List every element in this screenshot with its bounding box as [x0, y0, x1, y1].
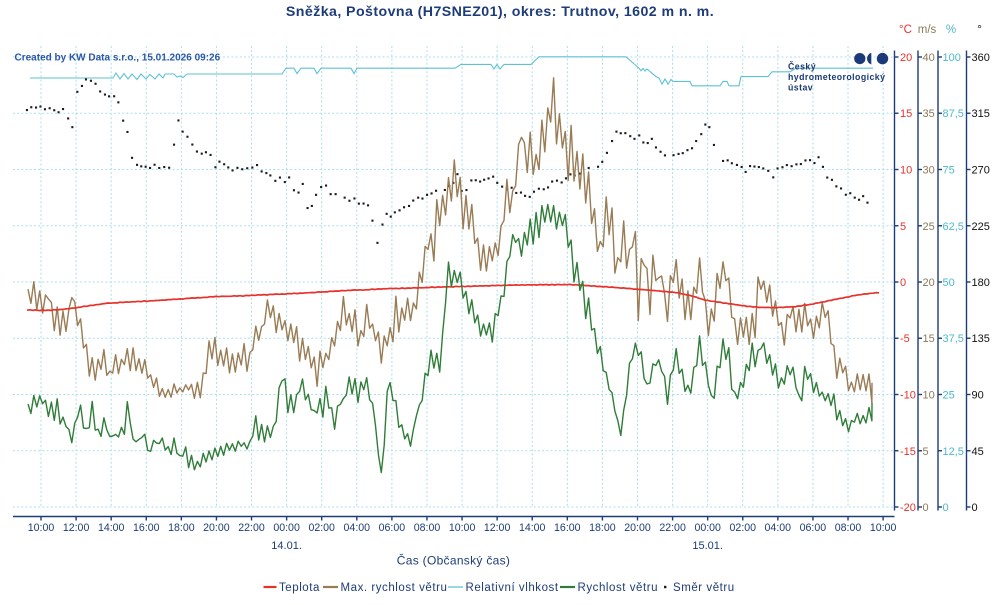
svg-text:16:00: 16:00	[554, 522, 581, 534]
svg-text:00:00: 00:00	[694, 522, 721, 534]
svg-text:00:00: 00:00	[273, 522, 300, 534]
svg-text:22:00: 22:00	[238, 522, 265, 534]
svg-text:10:00: 10:00	[28, 522, 55, 534]
svg-text:°C: °C	[899, 24, 912, 36]
svg-text:Sněžka, Poštovna (H7SNEZ01), o: Sněžka, Poštovna (H7SNEZ01), okres: Trut…	[286, 4, 714, 20]
svg-text:15: 15	[900, 108, 912, 120]
svg-text:-5: -5	[900, 333, 910, 345]
svg-text:315: 315	[972, 108, 990, 120]
svg-text:16:00: 16:00	[133, 522, 160, 534]
svg-text:225: 225	[972, 221, 990, 233]
svg-text:-10: -10	[900, 390, 916, 402]
svg-text:75: 75	[943, 165, 955, 177]
svg-text:25: 25	[923, 221, 935, 233]
svg-text:-20: -20	[900, 502, 916, 514]
svg-text:5: 5	[923, 446, 929, 458]
svg-text:20: 20	[900, 52, 912, 64]
svg-text:%: %	[946, 24, 956, 36]
svg-text:Max. rychlost větru: Max. rychlost větru	[341, 582, 448, 594]
svg-text:35: 35	[923, 108, 935, 120]
svg-text:20:00: 20:00	[624, 522, 651, 534]
svg-text:15: 15	[923, 333, 935, 345]
svg-text:12:00: 12:00	[63, 522, 90, 534]
svg-text:10: 10	[923, 390, 935, 402]
svg-text:270: 270	[972, 165, 990, 177]
svg-text:0: 0	[972, 502, 978, 514]
svg-text:30: 30	[923, 165, 935, 177]
svg-text:Směr větru: Směr větru	[673, 582, 735, 594]
svg-text:04:00: 04:00	[765, 522, 792, 534]
svg-text:Čas (Občanský čas): Čas (Občanský čas)	[397, 553, 510, 568]
svg-text:100: 100	[943, 52, 961, 64]
svg-text:0: 0	[923, 502, 929, 514]
svg-text:06:00: 06:00	[800, 522, 827, 534]
svg-text:hydrometeorologický: hydrometeorologický	[788, 72, 885, 82]
svg-text:5: 5	[900, 221, 906, 233]
svg-text:180: 180	[972, 277, 990, 289]
svg-text:15.01.: 15.01.	[692, 540, 723, 552]
svg-text:Created by KW Data s.r.o., 15.: Created by KW Data s.r.o., 15.01.2026 09…	[15, 53, 221, 64]
svg-text:m/s: m/s	[918, 24, 937, 36]
svg-text:ústav: ústav	[788, 83, 813, 93]
svg-text:14:00: 14:00	[98, 522, 125, 534]
svg-text:90: 90	[972, 390, 984, 402]
svg-text:135: 135	[972, 333, 990, 345]
svg-text:12,5: 12,5	[943, 446, 964, 458]
svg-text:62,5: 62,5	[943, 221, 964, 233]
svg-text:02:00: 02:00	[730, 522, 757, 534]
svg-text:45: 45	[972, 446, 984, 458]
svg-text:10:00: 10:00	[870, 522, 897, 534]
svg-text:22:00: 22:00	[659, 522, 686, 534]
svg-text:06:00: 06:00	[379, 522, 406, 534]
svg-text:87,5: 87,5	[943, 108, 964, 120]
svg-text:Teplota: Teplota	[279, 582, 320, 594]
svg-text:Rychlost větru: Rychlost větru	[578, 582, 659, 594]
svg-text:14:00: 14:00	[519, 522, 546, 534]
svg-text:14.01.: 14.01.	[271, 540, 302, 552]
svg-text:10:00: 10:00	[449, 522, 476, 534]
svg-text:08:00: 08:00	[835, 522, 862, 534]
svg-text:18:00: 18:00	[168, 522, 195, 534]
svg-text:0: 0	[943, 502, 949, 514]
svg-text:04:00: 04:00	[344, 522, 371, 534]
svg-text:08:00: 08:00	[414, 522, 441, 534]
svg-text:37,5: 37,5	[943, 333, 964, 345]
svg-text:20:00: 20:00	[203, 522, 230, 534]
svg-text:12:00: 12:00	[484, 522, 511, 534]
svg-text:40: 40	[923, 52, 935, 64]
svg-text:50: 50	[943, 277, 955, 289]
svg-text:10: 10	[900, 165, 912, 177]
svg-text:18:00: 18:00	[589, 522, 616, 534]
svg-text:Relativní vlhkost: Relativní vlhkost	[466, 582, 559, 594]
svg-text:°: °	[977, 24, 982, 36]
svg-text:0: 0	[900, 277, 906, 289]
svg-text:-15: -15	[900, 446, 916, 458]
svg-text:02:00: 02:00	[308, 522, 335, 534]
svg-text:25: 25	[943, 390, 955, 402]
svg-text:20: 20	[923, 277, 935, 289]
svg-text:Český: Český	[788, 61, 816, 72]
svg-text:360: 360	[972, 52, 990, 64]
